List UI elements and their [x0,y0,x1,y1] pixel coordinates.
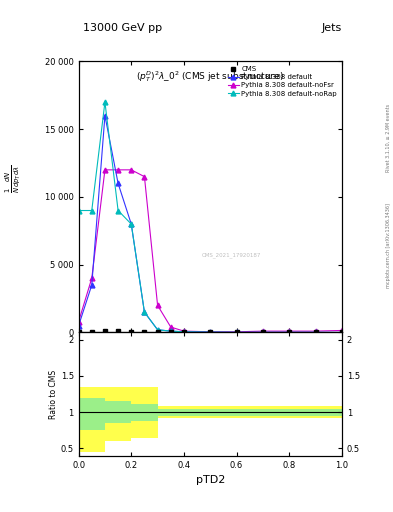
Pythia 8.308 default-noRap [155,327,160,333]
Pythia 8.308 default [261,329,265,335]
Pythia 8.308 default [155,327,160,333]
CMS [103,328,107,334]
Pythia 8.308 default-noFsr [129,167,134,173]
Pythia 8.308 default-noFsr [208,329,213,335]
Pythia 8.308 default-noRap [182,329,186,335]
Pythia 8.308 default-noRap [90,207,94,214]
Pythia 8.308 default-noFsr [287,328,292,334]
Line: Pythia 8.308 default: Pythia 8.308 default [76,113,344,335]
Text: CMS_2021_17920187: CMS_2021_17920187 [202,252,261,258]
Pythia 8.308 default [234,329,239,335]
Pythia 8.308 default-noFsr [234,329,239,335]
Line: Pythia 8.308 default-noFsr: Pythia 8.308 default-noFsr [76,167,344,334]
Pythia 8.308 default-noFsr [142,174,147,180]
Pythia 8.308 default-noRap [129,221,134,227]
CMS [129,329,134,335]
Pythia 8.308 default [90,282,94,288]
Pythia 8.308 default [116,180,120,186]
Text: mcplots.cern.ch [arXiv:1306.3436]: mcplots.cern.ch [arXiv:1306.3436] [386,203,391,288]
Pythia 8.308 default [142,309,147,315]
X-axis label: pTD2: pTD2 [196,475,225,485]
Line: CMS: CMS [77,329,344,334]
Pythia 8.308 default-noRap [168,328,173,334]
Pythia 8.308 default-noFsr [261,328,265,334]
CMS [261,329,265,335]
Pythia 8.308 default-noFsr [76,318,81,325]
Y-axis label: Ratio to CMS: Ratio to CMS [49,370,58,419]
CMS [208,329,213,335]
Pythia 8.308 default-noRap [234,329,239,335]
Pythia 8.308 default-noFsr [168,324,173,330]
Pythia 8.308 default-noRap [208,329,213,335]
CMS [287,329,292,335]
Pythia 8.308 default-noFsr [340,327,344,333]
Pythia 8.308 default [168,328,173,334]
CMS [340,329,344,335]
Legend: CMS, Pythia 8.308 default, Pythia 8.308 default-noFsr, Pythia 8.308 default-noRa: CMS, Pythia 8.308 default, Pythia 8.308 … [227,65,338,98]
Pythia 8.308 default [287,329,292,335]
CMS [90,329,94,335]
CMS [234,329,239,335]
Text: $\frac{1}{N}\frac{dN}{dp_T d\lambda}$: $\frac{1}{N}\frac{dN}{dp_T d\lambda}$ [4,165,23,194]
Pythia 8.308 default-noFsr [182,328,186,334]
Text: Jets: Jets [321,23,342,33]
CMS [182,329,186,335]
Text: $(p_T^D)^2\lambda\_0^2$ (CMS jet substructure): $(p_T^D)^2\lambda\_0^2$ (CMS jet substru… [136,70,284,84]
Pythia 8.308 default-noRap [261,329,265,335]
Pythia 8.308 default-noRap [142,309,147,315]
Pythia 8.308 default [313,329,318,335]
Pythia 8.308 default [129,221,134,227]
Pythia 8.308 default [208,329,213,335]
Pythia 8.308 default [182,329,186,335]
Pythia 8.308 default [340,329,344,335]
Pythia 8.308 default-noRap [340,329,344,335]
Pythia 8.308 default-noRap [116,207,120,214]
CMS [116,328,120,334]
Pythia 8.308 default-noRap [313,329,318,335]
CMS [76,329,81,335]
Pythia 8.308 default [103,113,107,119]
CMS [142,329,147,335]
Pythia 8.308 default [76,323,81,329]
Pythia 8.308 default-noFsr [90,275,94,282]
Text: 13000 GeV pp: 13000 GeV pp [83,23,162,33]
Pythia 8.308 default-noFsr [116,167,120,173]
Line: Pythia 8.308 default-noRap: Pythia 8.308 default-noRap [76,100,344,335]
Pythia 8.308 default-noRap [287,329,292,335]
Pythia 8.308 default-noFsr [155,302,160,308]
Pythia 8.308 default-noFsr [313,328,318,334]
Text: Rivet 3.1.10, ≥ 2.9M events: Rivet 3.1.10, ≥ 2.9M events [386,104,391,173]
Pythia 8.308 default-noRap [103,99,107,105]
CMS [155,329,160,335]
CMS [313,329,318,335]
Pythia 8.308 default-noFsr [103,167,107,173]
CMS [168,329,173,335]
Pythia 8.308 default-noRap [76,207,81,214]
